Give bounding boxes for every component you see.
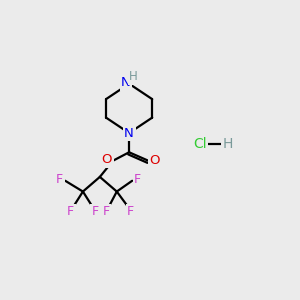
Text: N: N xyxy=(121,76,131,89)
Text: Cl: Cl xyxy=(193,137,207,151)
Text: F: F xyxy=(102,205,110,218)
Text: H: H xyxy=(223,137,233,151)
Text: N: N xyxy=(124,127,134,140)
Text: F: F xyxy=(92,205,99,218)
Text: F: F xyxy=(67,205,74,218)
Text: O: O xyxy=(149,154,160,167)
Text: F: F xyxy=(56,173,63,186)
Text: F: F xyxy=(127,205,134,218)
Text: O: O xyxy=(101,154,112,166)
Text: F: F xyxy=(134,173,141,186)
Text: H: H xyxy=(129,70,138,83)
